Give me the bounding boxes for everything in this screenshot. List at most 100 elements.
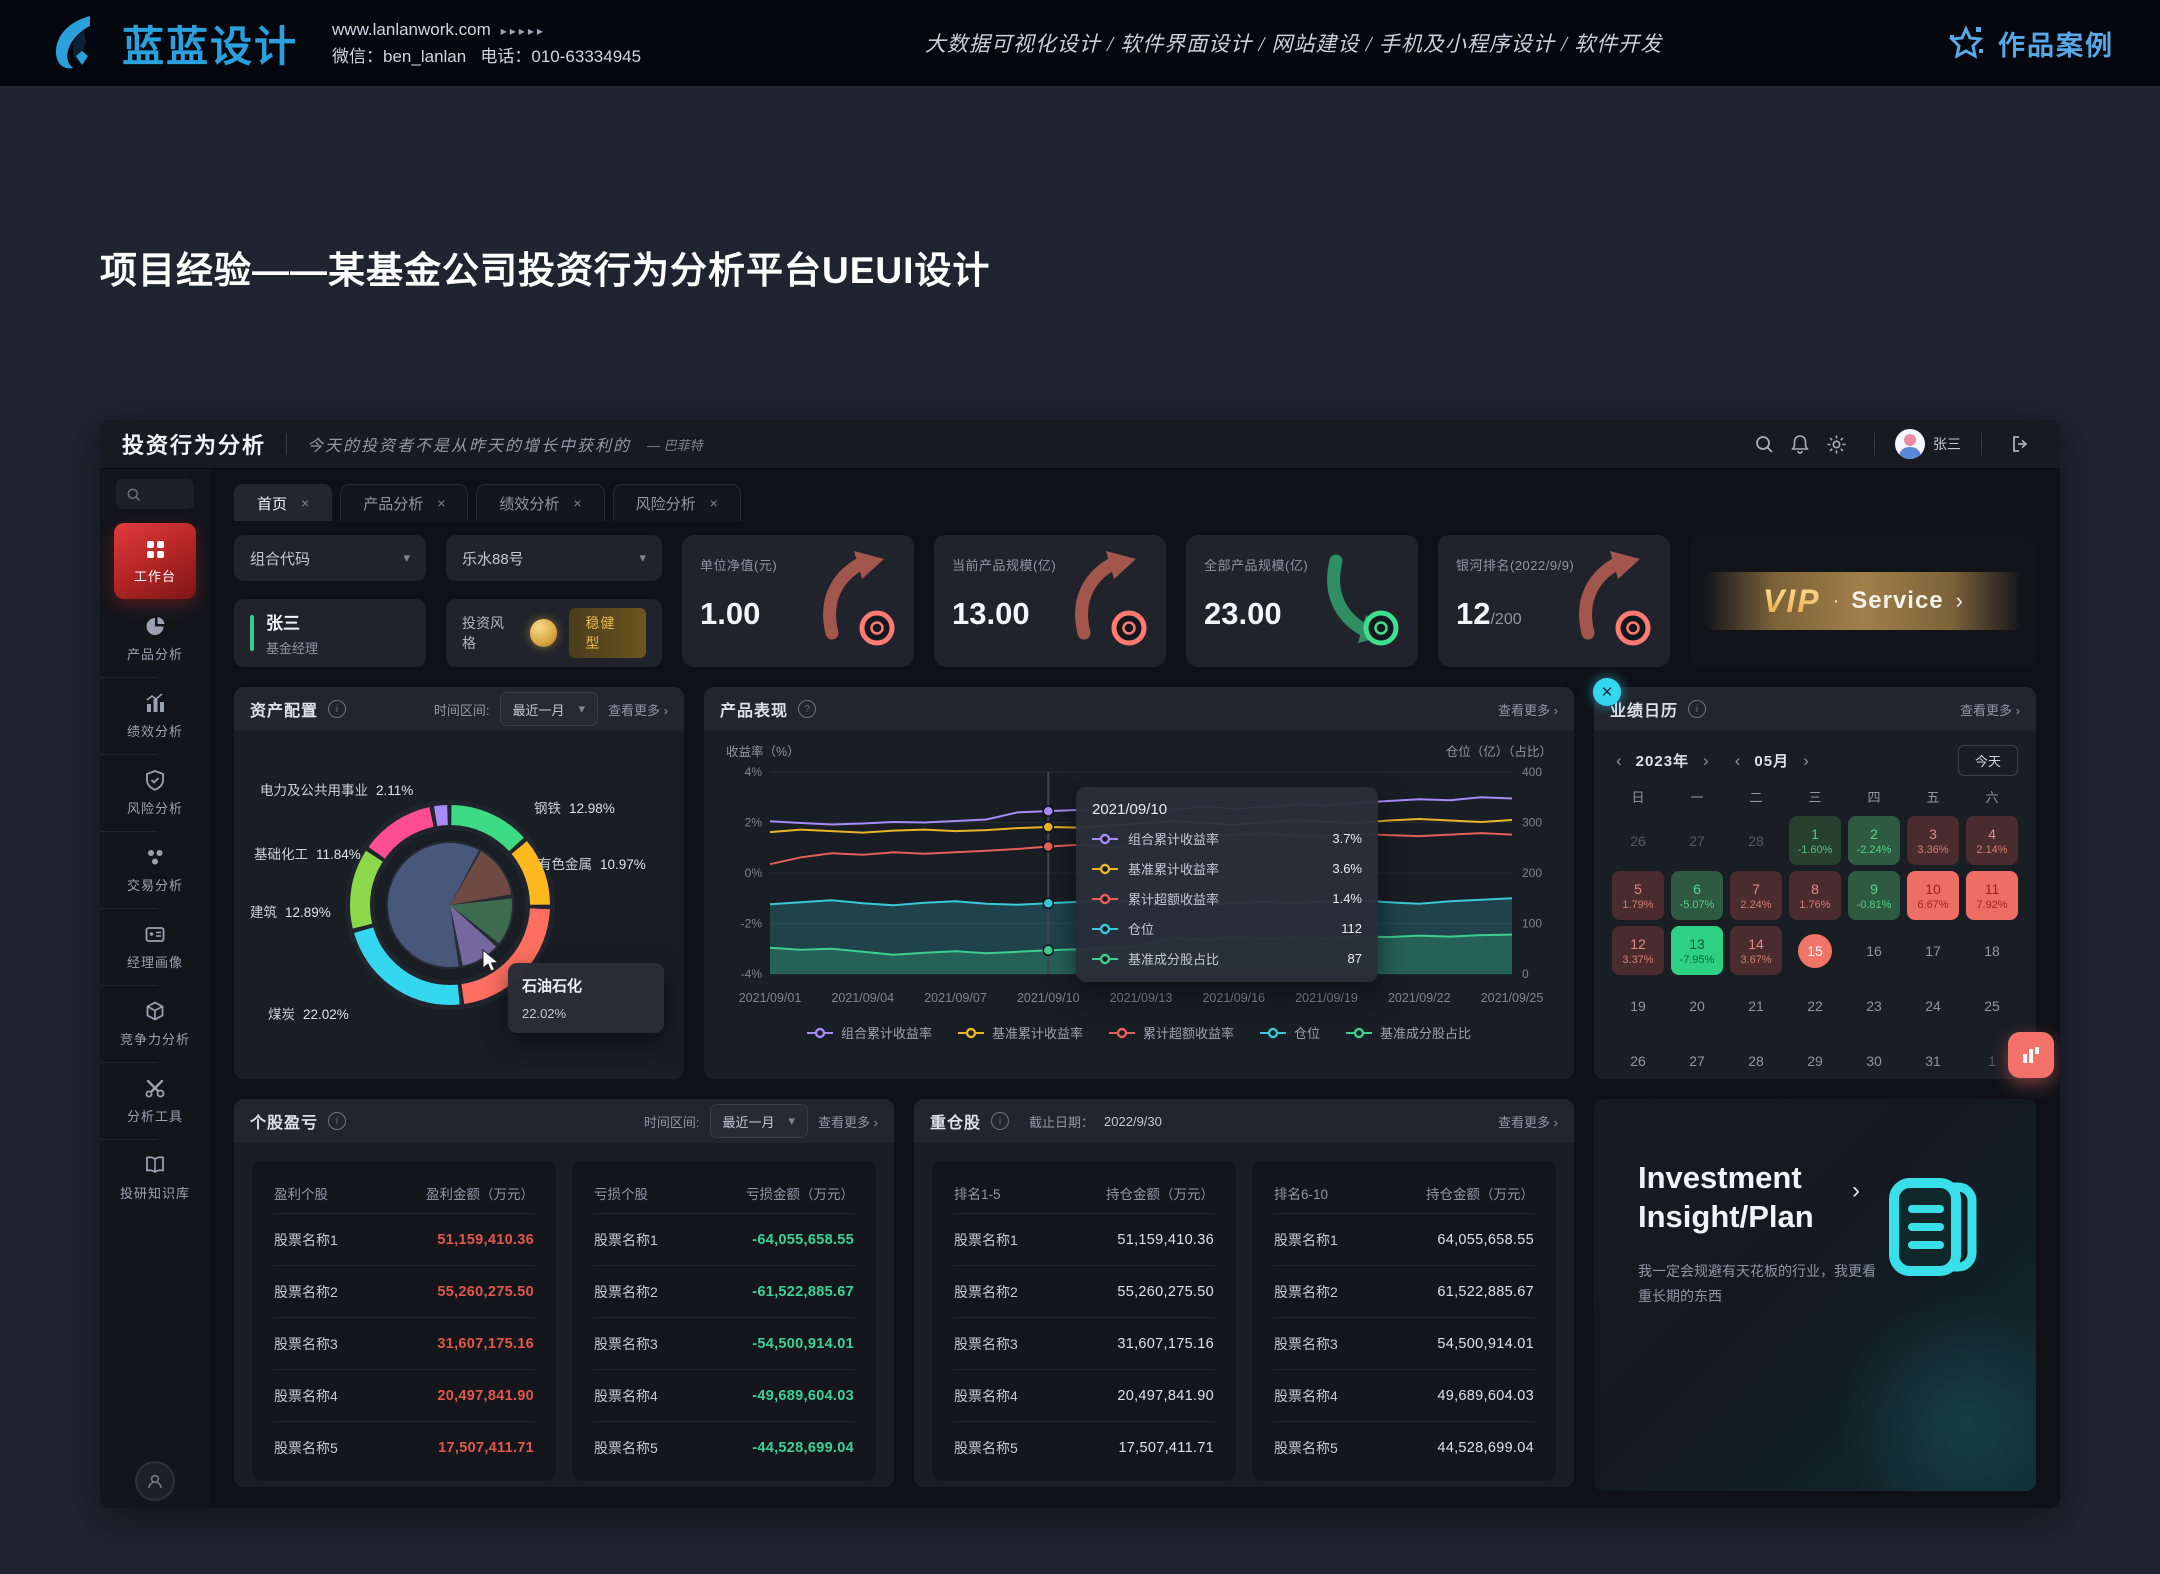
logout-icon[interactable] [2002,426,2038,462]
prev-year-icon[interactable]: ‹ [1616,750,1622,770]
calendar-cell[interactable]: 1 [1966,1036,2018,1079]
calendar-cell[interactable]: 11 7.92% [1966,871,2018,920]
divider [100,1062,158,1063]
sidebar-item-工作台[interactable]: 工作台 [100,523,210,599]
legend-item-累计超额收益率[interactable]: 累计超额收益率 [1108,1023,1234,1042]
sidebar-item-绩效分析[interactable]: 绩效分析 [100,680,210,752]
donut-slice-煤炭[interactable] [350,805,550,1005]
calendar-cell[interactable]: 10 6.67% [1907,871,1959,920]
next-month-icon[interactable]: › [1803,750,1809,770]
calendar-cell[interactable]: 16 [1848,926,1900,975]
calendar-cell[interactable]: 1 -1.60% [1789,816,1841,865]
tab-产品分析[interactable]: 产品分析 × [340,484,469,521]
tab-首页[interactable]: 首页 × [234,484,333,521]
user-avatar[interactable] [1895,429,1925,459]
calendar-cell[interactable]: 29 [1789,1036,1841,1079]
legend-item-仓位[interactable]: 仓位 [1260,1023,1320,1042]
today-button[interactable]: 今天 [1957,745,2018,776]
sidebar-item-分析工具[interactable]: 分析工具 [100,1065,210,1137]
info-icon[interactable]: i [328,1112,347,1130]
view-more-link[interactable]: 查看更多 › [1498,702,1558,718]
sidebar-item-交易分析[interactable]: 交易分析 [100,834,210,906]
calendar-cell[interactable]: 5 1.79% [1612,871,1664,920]
calendar-cell[interactable]: 21 [1730,981,1782,1030]
legend-item-基准累计收益率[interactable]: 基准累计收益率 [957,1023,1083,1042]
calendar-cell[interactable]: 6 -5.07% [1671,871,1723,920]
calendar-cell[interactable]: 19 [1612,981,1664,1030]
tab-close-icon[interactable]: × [301,495,310,511]
calendar-cell[interactable]: 28 [1730,1036,1782,1079]
calendar-cell[interactable]: 25 [1966,981,2018,1030]
investment-insight-card[interactable]: Investment Insight/Plan › 我一定会规避有天花板的行业，… [1594,1099,2036,1491]
prev-month-icon[interactable]: ‹ [1734,750,1741,770]
portfolio-code-dropdown[interactable]: 组合代码 ▾ [234,535,426,581]
bell-icon[interactable] [1782,426,1818,462]
next-year-icon[interactable]: › [1703,750,1709,770]
vip-service-button[interactable]: VIP · Service › [1690,535,2036,667]
calendar-cell[interactable]: 14 3.67% [1730,926,1782,975]
tab-绩效分析[interactable]: 绩效分析 × [476,484,605,521]
legend-item-基准成分股占比[interactable]: 基准成分股占比 [1346,1023,1471,1042]
portfolio-link[interactable]: 作品案例 [1946,23,2114,63]
calendar-cell[interactable]: 27 [1671,1036,1723,1079]
insight-subtitle: 我一定会规避有天花板的行业，我更看重长期的东西 [1638,1262,1876,1304]
calendar-cell[interactable]: 26 [1612,1036,1664,1079]
sidebar-item-风险分析[interactable]: 风险分析 [100,757,210,829]
day-number: 1 [1811,825,1819,842]
sidebar-search-input[interactable] [116,479,194,509]
info-icon[interactable]: i [1688,700,1707,718]
gear-icon[interactable] [1818,426,1854,462]
table-row: 股票名称4 20,497,841.90 [274,1369,534,1421]
medal-icon [529,619,558,647]
range-dropdown[interactable]: 最近一月 ▾ [499,692,599,726]
tab-close-icon[interactable]: × [437,495,446,511]
view-more-link[interactable]: 查看更多 › [608,702,668,718]
calendar-cell[interactable]: 27 [1671,816,1723,865]
close-icon[interactable]: ✕ [1593,678,1621,706]
svg-text:0: 0 [1522,967,1529,981]
calendar-cell[interactable]: 9 -0.81% [1848,871,1900,920]
calendar-cell[interactable]: 13 -7.95% [1671,926,1723,975]
info-icon[interactable]: i [328,700,347,718]
tab-close-icon[interactable]: × [709,495,718,511]
sidebar-item-竞争力分析[interactable]: 竞争力分析 [100,988,210,1060]
calendar-cell[interactable]: 17 [1907,926,1959,975]
info-icon[interactable]: i [991,1112,1010,1130]
sidebar-item-经理画像[interactable]: 经理画像 [100,911,210,983]
sidebar-item-投研知识库[interactable]: 投研知识库 [100,1142,210,1214]
view-more-link[interactable]: 查看更多 › [818,1114,878,1130]
sidebar-active-card[interactable]: 工作台 [114,523,196,599]
sidebar-help[interactable] [100,1461,210,1501]
sidebar-item-产品分析[interactable]: 产品分析 [100,603,210,675]
website-link[interactable]: www.lanlanwork.com [332,19,491,39]
range-dropdown[interactable]: 最近一月 ▾ [709,1104,809,1138]
info-icon[interactable]: ? [798,700,817,718]
calendar-cell[interactable]: 8 1.76% [1789,871,1841,920]
tab-close-icon[interactable]: × [573,495,582,511]
calendar-cell[interactable]: 28 [1730,816,1782,865]
svg-text:4%: 4% [745,765,763,779]
calendar-cell[interactable]: 20 [1671,981,1723,1030]
donut-slice-建筑[interactable] [350,805,550,1005]
calendar-cell[interactable]: 22 [1789,981,1841,1030]
calendar-cell[interactable]: 31 [1907,1036,1959,1079]
fund-name-dropdown[interactable]: 乐水88号 ▾ [446,535,662,581]
calendar-cell[interactable]: 26 [1612,816,1664,865]
view-more-link[interactable]: 查看更多 › [1960,702,2020,718]
calendar-cell[interactable]: 15 [1789,926,1841,975]
view-more-link[interactable]: 查看更多 › [1498,1114,1558,1130]
tab-风险分析[interactable]: 风险分析 × [612,484,741,521]
calendar-cell[interactable]: 18 [1966,926,2018,975]
logo[interactable]: 蓝蓝设计 [46,12,298,74]
calendar-cell[interactable]: 3 3.36% [1907,816,1959,865]
calendar-cell[interactable]: 7 2.24% [1730,871,1782,920]
calendar-cell[interactable]: 4 2.14% [1966,816,2018,865]
legend-item-组合累计收益率[interactable]: 组合累计收益率 [806,1023,932,1042]
calendar-cell[interactable]: 23 [1848,981,1900,1030]
search-icon[interactable] [1746,426,1782,462]
calendar-cell[interactable]: 30 [1848,1036,1900,1079]
calendar-cell[interactable]: 2 -2.24% [1848,816,1900,865]
calendar-cell[interactable]: 24 [1907,981,1959,1030]
floating-action-button[interactable] [2008,1032,2054,1078]
calendar-cell[interactable]: 12 3.37% [1612,926,1664,975]
